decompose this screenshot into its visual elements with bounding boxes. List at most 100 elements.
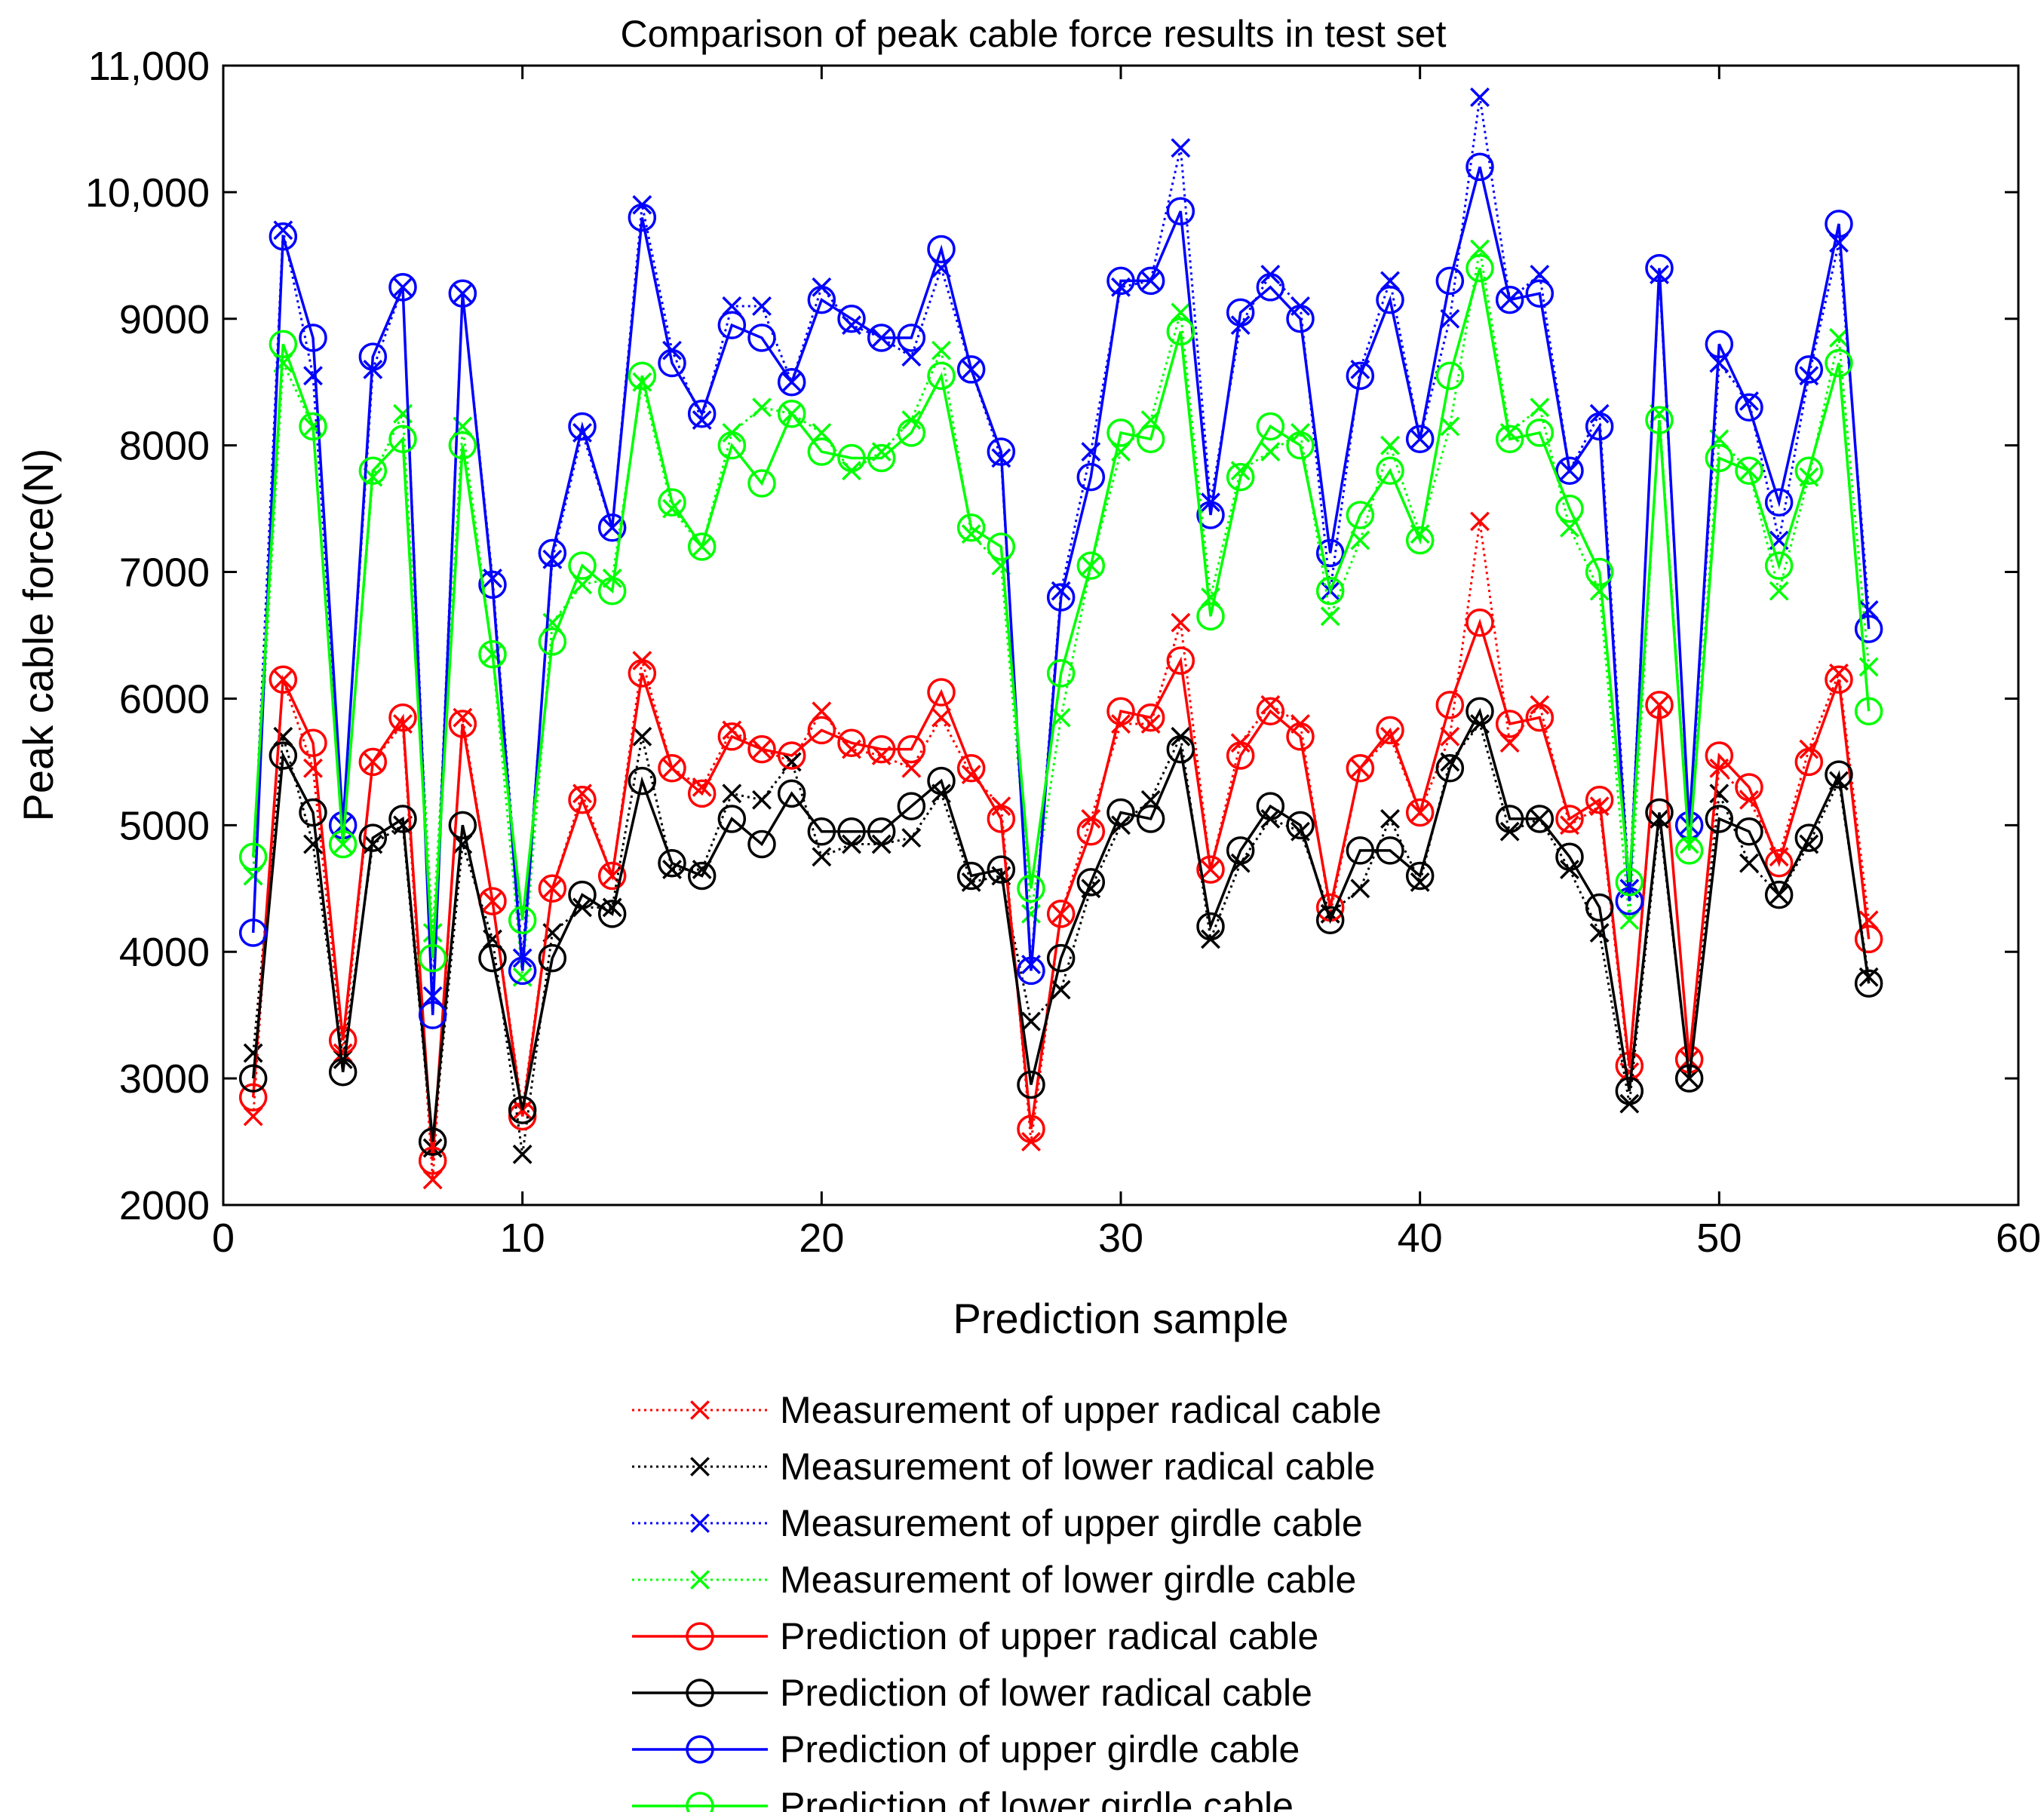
- data-point: [1585, 786, 1614, 814]
- data-point: [1854, 924, 1883, 954]
- data-point: [1136, 266, 1165, 296]
- data-point: [1555, 456, 1584, 485]
- data-point: [927, 361, 956, 391]
- data-point: [1435, 754, 1465, 783]
- data-point: [1585, 557, 1614, 587]
- y-tick-label: 6000: [119, 676, 210, 722]
- data-point: [1615, 1077, 1644, 1105]
- data-point: [956, 514, 986, 542]
- data-point: [508, 906, 537, 934]
- data-point: [956, 754, 986, 783]
- y-tick-label: 4000: [119, 930, 210, 975]
- data-point: [328, 1057, 358, 1087]
- data-point: [1346, 501, 1375, 529]
- data-point: [448, 431, 477, 460]
- data-point: [1136, 425, 1165, 454]
- data-point: [1495, 425, 1524, 454]
- data-point: [568, 551, 597, 580]
- data-point: [1825, 665, 1853, 694]
- data-point: [807, 716, 836, 745]
- data-point: [1106, 419, 1135, 447]
- data-point: [1794, 355, 1824, 384]
- legend-marker: [690, 1457, 710, 1476]
- data-point: [1465, 253, 1494, 283]
- data-point: [897, 419, 926, 447]
- data-point: [1286, 305, 1315, 333]
- data-point: [538, 874, 567, 903]
- legend-item: Measurement of lower radical cable: [632, 1446, 1375, 1488]
- y-tick-label: 3000: [119, 1056, 210, 1102]
- x-tick-label: 0: [212, 1216, 235, 1261]
- data-point: [1136, 703, 1165, 732]
- data-point: [597, 900, 627, 928]
- data-point: [752, 397, 772, 418]
- data-point: [1674, 1064, 1704, 1093]
- data-point: [1076, 551, 1106, 580]
- x-tick-label: 50: [1696, 1216, 1742, 1261]
- data-point: [418, 1001, 447, 1029]
- data-point: [1525, 419, 1554, 447]
- legend-marker: [690, 1513, 710, 1533]
- data-point: [418, 943, 447, 973]
- data-point: [418, 1146, 447, 1175]
- legend-label: Measurement of lower radical cable: [780, 1446, 1375, 1488]
- data-point: [777, 779, 806, 808]
- data-point: [388, 425, 417, 454]
- data-point: [269, 222, 298, 251]
- data-point: [1858, 910, 1879, 931]
- data-point: [238, 1064, 268, 1093]
- data-point: [927, 678, 956, 707]
- data-point: [1645, 406, 1674, 434]
- data-point: [1709, 783, 1729, 804]
- legend-item: Prediction of lower girdle cable: [632, 1785, 1294, 1812]
- data-point: [1465, 608, 1494, 637]
- data-point: [1435, 691, 1465, 719]
- data-point: [1470, 87, 1490, 107]
- data-point: [722, 296, 742, 316]
- data-point: [1286, 811, 1315, 840]
- data-point: [1346, 361, 1375, 391]
- data-point: [538, 627, 567, 656]
- data-point: [448, 811, 477, 840]
- data-point: [597, 861, 627, 891]
- data-point: [1739, 853, 1759, 873]
- data-point: [1226, 462, 1255, 492]
- data-point: [897, 323, 926, 352]
- data-point: [1376, 285, 1404, 314]
- y-tick-label: 8000: [119, 424, 210, 469]
- data-point: [243, 866, 263, 886]
- data-point: [901, 347, 922, 367]
- data-point: [1405, 425, 1435, 454]
- y-tick-label: 10,000: [85, 170, 210, 216]
- data-point: [1380, 809, 1400, 829]
- legend-label: Prediction of lower girdle cable: [780, 1785, 1294, 1812]
- data-point: [478, 639, 507, 669]
- data-point: [658, 348, 686, 378]
- data-point: [512, 1144, 532, 1164]
- data-point: [269, 741, 298, 770]
- data-point: [717, 805, 747, 833]
- data-point: [1076, 462, 1106, 492]
- data-point: [1166, 646, 1195, 675]
- y-axis-label: Peak cable force(N): [14, 449, 62, 822]
- data-point: [812, 847, 832, 867]
- data-point: [747, 469, 776, 498]
- legend-marker: [686, 1679, 714, 1707]
- y-tick-label: 11,000: [88, 44, 210, 89]
- data-point: [1619, 910, 1640, 931]
- data-point: [538, 538, 567, 568]
- data-point: [931, 340, 951, 360]
- data-point: [303, 834, 323, 854]
- data-point: [747, 323, 776, 352]
- data-point: [1495, 285, 1524, 314]
- data-point: [1735, 456, 1763, 485]
- data-point: [1046, 659, 1076, 688]
- data-point: [1615, 887, 1644, 915]
- data-point: [956, 355, 986, 384]
- data-point: [1645, 691, 1674, 719]
- data-point: [238, 1083, 268, 1112]
- data-point: [1499, 733, 1520, 753]
- data-point: [1764, 488, 1794, 517]
- data-point: [837, 728, 866, 757]
- data-point: [273, 726, 293, 747]
